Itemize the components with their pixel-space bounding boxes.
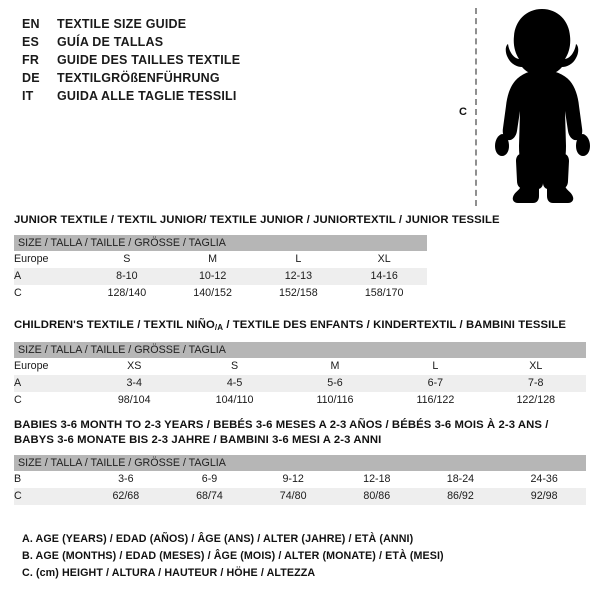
size-table-junior: SIZE / TALLA / TAILLE / GRÖSSE / TAGLIA E…: [14, 235, 428, 302]
table-cell: 10-12: [169, 268, 256, 285]
table-cell: S: [84, 251, 170, 268]
table-cell: 7-8: [485, 375, 586, 392]
language-row-es: ES GUÍA DE TALLAS: [22, 33, 432, 51]
language-row-en: EN TEXTILE SIZE GUIDE: [22, 15, 432, 33]
row-label: C: [14, 488, 84, 505]
table-row: Europe S M L XL: [14, 251, 428, 268]
header-area: EN TEXTILE SIZE GUIDE ES GUÍA DE TALLAS FR GU…: [0, 0, 600, 212]
section-title-subscript: /A: [214, 323, 224, 332]
table-cell: 98/104: [84, 392, 185, 409]
table-row: C 98/104 104/110 110/116 116/122 122/128: [14, 392, 586, 409]
table-cell: 152/158: [255, 285, 342, 302]
size-table-section-junior: JUNIOR TEXTILE / TEXTIL JUNIOR/ TEXTILE …: [14, 213, 500, 302]
table-cell: L: [385, 358, 486, 375]
size-table-section-children: CHILDREN'S TEXTILE / TEXTIL NIÑO/A / TEX…: [14, 318, 586, 409]
size-table-children: SIZE / TALLA / TAILLE / GRÖSSE / TAGLIA E…: [14, 342, 586, 409]
table-cell: 3-6: [84, 471, 168, 488]
row-label: C: [14, 285, 84, 302]
table-row: A 3-4 4-5 5-6 6-7 7-8: [14, 375, 586, 392]
language-title: TEXTILE SIZE GUIDE: [57, 17, 187, 31]
table-cell: 74/80: [251, 488, 335, 505]
row-label: B: [14, 471, 84, 488]
size-bar-label: SIZE / TALLA / TAILLE / GRÖSSE / TAGLIA: [14, 235, 428, 251]
height-measure-dashed-line: [475, 8, 477, 206]
table-cell: 6-7: [385, 375, 486, 392]
toddler-silhouette-icon: [485, 6, 600, 213]
table-cell: 92/98: [502, 488, 586, 505]
language-code: DE: [22, 71, 40, 85]
height-measure-label: C: [459, 106, 467, 118]
row-label: Europe: [14, 358, 84, 375]
language-title: GUIDE DES TAILLES TEXTILE: [57, 53, 241, 67]
size-table-babies: SIZE / TALLA / TAILLE / GRÖSSE / TAGLIA B…: [14, 455, 586, 505]
table-cell: XL: [485, 358, 586, 375]
size-bar-row-babies: SIZE / TALLA / TAILLE / GRÖSSE / TAGLIA: [14, 455, 586, 471]
language-code: ES: [22, 35, 40, 49]
section-title-post: / TEXTILE DES ENFANTS / KINDERTEXTIL / B…: [223, 319, 567, 331]
table-cell: 18-24: [418, 471, 503, 488]
language-row-fr: FR GUIDE DES TAILLES TEXTILE: [22, 51, 432, 69]
row-label: C: [14, 392, 84, 409]
table-cell: 24-36: [502, 471, 586, 488]
size-bar-row-junior: SIZE / TALLA / TAILLE / GRÖSSE / TAGLIA: [14, 235, 428, 251]
table-cell: 12-13: [255, 268, 342, 285]
language-code: EN: [22, 17, 40, 31]
table-cell: 4-5: [184, 375, 285, 392]
table-cell: 3-4: [84, 375, 185, 392]
table-cell: 9-12: [251, 471, 335, 488]
table-cell: 116/122: [385, 392, 486, 409]
table-cell: XS: [84, 358, 185, 375]
table-cell: L: [255, 251, 342, 268]
table-cell: XL: [341, 251, 428, 268]
language-title: GUIDA ALLE TAGLIE TESSILI: [57, 89, 237, 103]
legend-line-c: C. (cm) HEIGHT / ALTURA / HAUTEUR / HÖHE…: [22, 567, 316, 579]
size-bar-label: SIZE / TALLA / TAILLE / GRÖSSE / TAGLIA: [14, 455, 586, 471]
table-cell: M: [169, 251, 256, 268]
table-cell: 12-18: [334, 471, 419, 488]
language-row-it: IT GUIDA ALLE TAGLIE TESSILI: [22, 87, 432, 105]
table-cell: 68/74: [167, 488, 252, 505]
row-label: Europe: [14, 251, 84, 268]
table-row: C 62/68 68/74 74/80 80/86 86/92 92/98: [14, 488, 586, 505]
table-cell: 158/170: [341, 285, 428, 302]
row-label: A: [14, 268, 84, 285]
section-title-pre: CHILDREN'S TEXTILE / TEXTIL NIÑO: [14, 319, 215, 331]
table-cell: 62/68: [84, 488, 168, 505]
table-cell: 122/128: [485, 392, 586, 409]
row-label: A: [14, 375, 84, 392]
table-cell: 5-6: [284, 375, 386, 392]
language-title-list: EN TEXTILE SIZE GUIDE ES GUÍA DE TALLAS FR GU…: [22, 15, 432, 105]
size-bar-label: SIZE / TALLA / TAILLE / GRÖSSE / TAGLIA: [14, 342, 586, 358]
table-cell: 8-10: [84, 268, 170, 285]
table-cell: 110/116: [284, 392, 386, 409]
table-cell: 6-9: [167, 471, 252, 488]
language-row-de: DE TEXTILGRÖßENFÜHRUNG: [22, 69, 432, 87]
section-title-junior: JUNIOR TEXTILE / TEXTIL JUNIOR/ TEXTILE …: [14, 214, 500, 226]
table-row: B 3-6 6-9 9-12 12-18 18-24 24-36: [14, 471, 586, 488]
language-code: IT: [22, 89, 34, 103]
figure-area: C: [440, 0, 600, 212]
table-row: Europe XS S M L XL: [14, 358, 586, 375]
size-bar-row-children: SIZE / TALLA / TAILLE / GRÖSSE / TAGLIA: [14, 342, 586, 358]
language-title: TEXTILGRÖßENFÜHRUNG: [57, 71, 220, 85]
size-table-section-babies: BABIES 3-6 MONTH TO 2-3 YEARS / BEBÉS 3-…: [14, 418, 586, 505]
table-cell: 80/86: [334, 488, 419, 505]
language-code: FR: [22, 53, 40, 67]
section-title-babies-line2: BABYS 3-6 MONATE BIS 2-3 JAHRE / BAMBINI…: [14, 434, 382, 446]
table-cell: S: [184, 358, 285, 375]
table-cell: 104/110: [184, 392, 285, 409]
table-cell: 86/92: [418, 488, 503, 505]
table-row: C 128/140 140/152 152/158 158/170: [14, 285, 428, 302]
section-title-babies-line1: BABIES 3-6 MONTH TO 2-3 YEARS / BEBÉS 3-…: [14, 419, 549, 431]
table-cell: M: [284, 358, 386, 375]
section-title-children: CHILDREN'S TEXTILE / TEXTIL NIÑO/A / TEX…: [14, 318, 586, 335]
table-row: A 8-10 10-12 12-13 14-16: [14, 268, 428, 285]
table-cell: 140/152: [169, 285, 256, 302]
legend-line-b: B. AGE (MONTHS) / EDAD (MESES) / ÂGE (MO…: [22, 550, 444, 562]
measurement-legend: A. AGE (YEARS) / EDAD (AÑOS) / ÂGE (ANS)…: [22, 531, 582, 582]
language-title: GUÍA DE TALLAS: [57, 35, 164, 49]
table-cell: 14-16: [341, 268, 428, 285]
legend-line-a: A. AGE (YEARS) / EDAD (AÑOS) / ÂGE (ANS)…: [22, 533, 414, 545]
table-cell: 128/140: [84, 285, 170, 302]
